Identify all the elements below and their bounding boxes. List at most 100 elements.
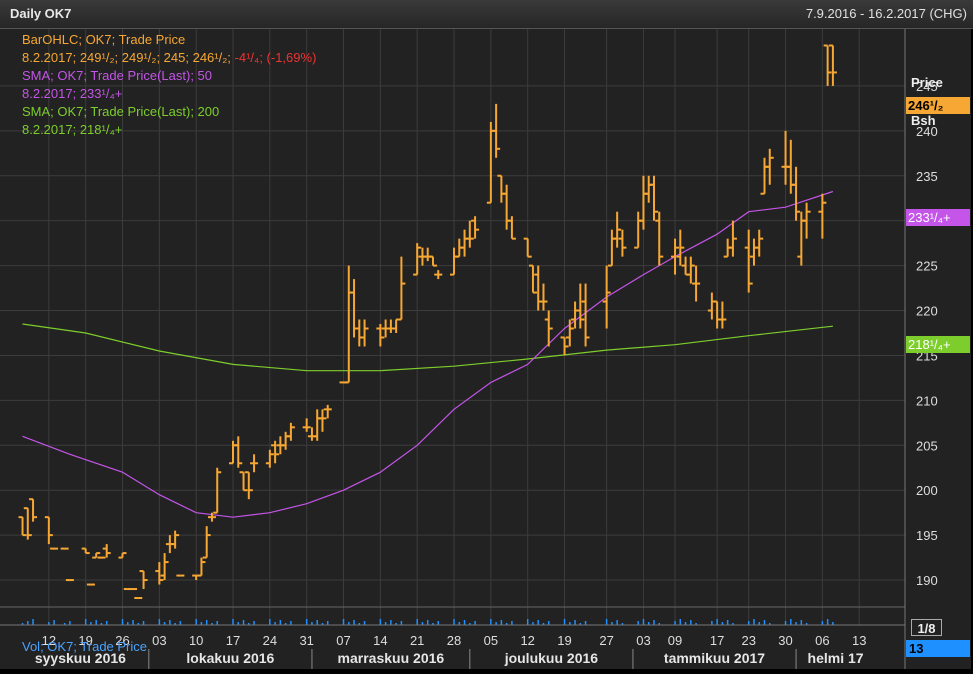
x-month-label: joulukuu 2016: [504, 650, 599, 666]
chart-frame[interactable]: 190195200205210215220225230235240245 121…: [0, 29, 971, 669]
ohlc-bar: [465, 220, 474, 248]
y-tick-label: 225: [916, 259, 938, 274]
x-day-label: 26: [115, 633, 129, 648]
x-day-label: 14: [373, 633, 387, 648]
x-day-label: 27: [599, 633, 613, 648]
ohlc-bar: [265, 449, 274, 468]
ohlc-bar: [318, 409, 327, 432]
ohlc-bar: [649, 175, 658, 221]
x-day-label: 23: [741, 633, 755, 648]
ohlc-bar: [171, 530, 180, 549]
volume-tag: 13: [906, 640, 970, 657]
y-tick-label: 235: [916, 169, 938, 184]
sma50-line: [22, 190, 834, 518]
ohlc-bar: [560, 336, 569, 356]
ohlc-bar: [802, 202, 811, 239]
ohlc-bar: [97, 556, 106, 559]
ohlc-bar: [613, 211, 622, 248]
ohlc-bar: [728, 220, 737, 257]
price-axis-line3: Bsh: [911, 113, 936, 128]
ohlc-bar: [576, 283, 585, 329]
x-day-label: 13: [852, 633, 866, 648]
legend-sma200-value: 8.2.2017; 218¹/₄+: [22, 122, 123, 137]
ohlc-bar: [544, 310, 553, 347]
ohlc-bar: [44, 516, 53, 545]
x-day-label: 10: [189, 633, 203, 648]
x-day-label: 12: [42, 633, 56, 648]
ohlc-bar: [397, 256, 406, 321]
sma50-tag: 233¹/₄+: [906, 209, 970, 226]
ohlc-bar: [234, 436, 243, 468]
x-day-label: 05: [484, 633, 498, 648]
y-tick-label: 200: [916, 483, 938, 498]
ohlc-bar: [507, 216, 516, 240]
x-day-label: 06: [815, 633, 829, 648]
page-indicator[interactable]: 1/8: [911, 619, 942, 636]
ohlc-bar: [302, 418, 311, 432]
ohlc-bar: [81, 547, 90, 555]
ohlc-bar: [434, 270, 443, 280]
price-chart[interactable]: 190195200205210215220225230235240245 121…: [0, 29, 971, 669]
ohlc-bar: [155, 562, 164, 585]
ohlc-bar: [471, 216, 480, 239]
x-day-label: 30: [778, 633, 792, 648]
ohlc-bar: [428, 255, 437, 267]
ohlc-bar: [602, 265, 611, 329]
ohlc-bar: [413, 243, 422, 276]
ohlc-bar: [60, 547, 69, 550]
ohlc-bar: [134, 597, 143, 600]
legend-bar-values: 8.2.2017; 249¹/₂; 249¹/₂; 245; 246¹/₂; -…: [22, 50, 317, 65]
legend-sma50-label: SMA; OK7; Trade Price(Last); 50: [22, 68, 213, 83]
volume-title: Vol; OK7; Trade Price: [22, 639, 148, 654]
x-day-label: 12: [520, 633, 534, 648]
sma200-line: [22, 323, 833, 372]
ohlc-bar: [197, 557, 206, 577]
x-day-label: 17: [226, 633, 240, 648]
ohlc-bar: [581, 283, 590, 347]
legend-sma50-value: 8.2.2017; 233¹/₄+: [22, 86, 123, 101]
ohlc-bar: [213, 467, 222, 514]
ohlc-bar: [92, 552, 101, 559]
ohlc-bar: [765, 148, 774, 185]
ohlc-bar: [271, 440, 280, 464]
y-tick-label: 210: [916, 393, 938, 408]
x-day-label: 07: [336, 633, 350, 648]
ohlc-bar: [286, 422, 295, 441]
ohlc-bar: [160, 553, 169, 581]
y-tick-label: 205: [916, 438, 938, 453]
window-title: Daily OK7: [10, 6, 72, 21]
ohlc-bar: [828, 44, 837, 86]
x-day-label: 17: [710, 633, 724, 648]
window-titlebar: Daily OK7 7.9.2016 - 16.2.2017 (CHG): [0, 0, 973, 29]
ohlc-bar: [755, 229, 764, 257]
ohlc-bar: [523, 237, 532, 258]
ohlc-bar: [492, 103, 501, 158]
legend-bar-change: -4¹/₄; (-1,69%): [234, 50, 317, 65]
x-day-label: 24: [263, 633, 277, 648]
ohlc-bar: [65, 579, 74, 582]
ohlc-bar: [176, 574, 185, 577]
x-day-label: 19: [557, 633, 571, 648]
ohlc-bar: [823, 44, 832, 86]
y-tick-label: 240: [916, 124, 938, 139]
ohlc-bar: [792, 166, 801, 221]
ohlc-bar: [250, 454, 259, 473]
ohlc-bar: [360, 319, 369, 347]
ohlc-bar: [102, 544, 111, 558]
ohlc-bar: [207, 512, 216, 522]
ohlc-bar: [671, 238, 680, 275]
y-tick-label: 220: [916, 304, 938, 319]
sma200-tag: 218¹/₄+: [906, 336, 970, 353]
ohlc-bar: [718, 301, 727, 329]
ohlc-bar: [539, 283, 548, 311]
grid: [0, 29, 905, 625]
ohlc-bar: [618, 229, 627, 257]
y-tick-label: 245: [916, 79, 938, 94]
ohlc-bar: [18, 516, 27, 537]
x-day-label: 21: [410, 633, 424, 648]
x-day-label: 09: [668, 633, 682, 648]
ohlc-bar: [244, 471, 253, 500]
chart-background: [0, 29, 971, 669]
x-day-label: 31: [299, 633, 313, 648]
date-range: 7.9.2016 - 16.2.2017 (CHG): [805, 6, 967, 21]
